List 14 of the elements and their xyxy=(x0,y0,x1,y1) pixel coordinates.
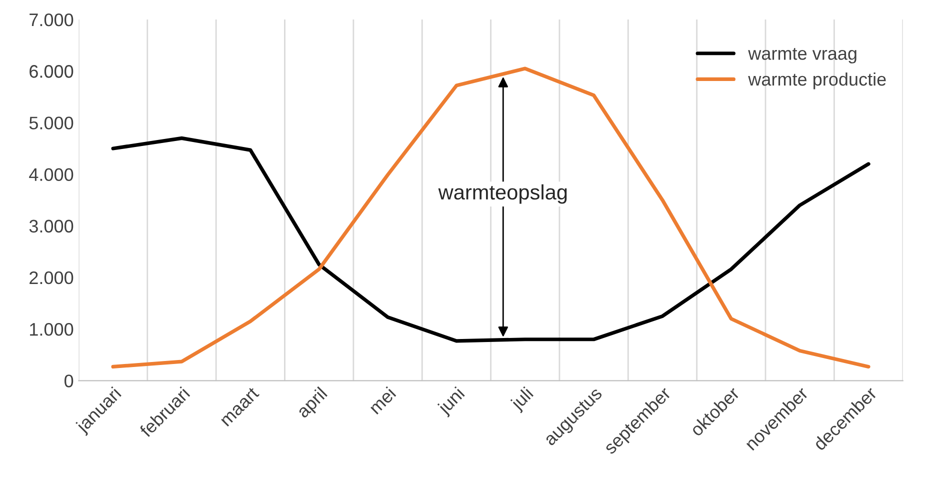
legend-label: warmte productie xyxy=(748,72,886,90)
y-tick-label: 0 xyxy=(64,374,74,388)
line-series xyxy=(111,136,870,343)
annotation: warmteopslag xyxy=(438,184,567,204)
y-tick-label: 4.000 xyxy=(29,168,74,182)
y-tick-label: 1.000 xyxy=(30,322,74,336)
y-tick-label: 7.000 xyxy=(30,13,74,26)
y-tick-label: 3.000 xyxy=(29,220,74,233)
y-tick-label: 5.000 xyxy=(29,116,74,130)
x-tick-label: mei xyxy=(368,386,396,415)
y-tick-label: 2.000 xyxy=(30,271,74,284)
x-tick-label: juli xyxy=(509,386,536,414)
y-tick-label: 6.000 xyxy=(30,65,74,78)
legend-label: warmte vraag xyxy=(748,48,856,64)
